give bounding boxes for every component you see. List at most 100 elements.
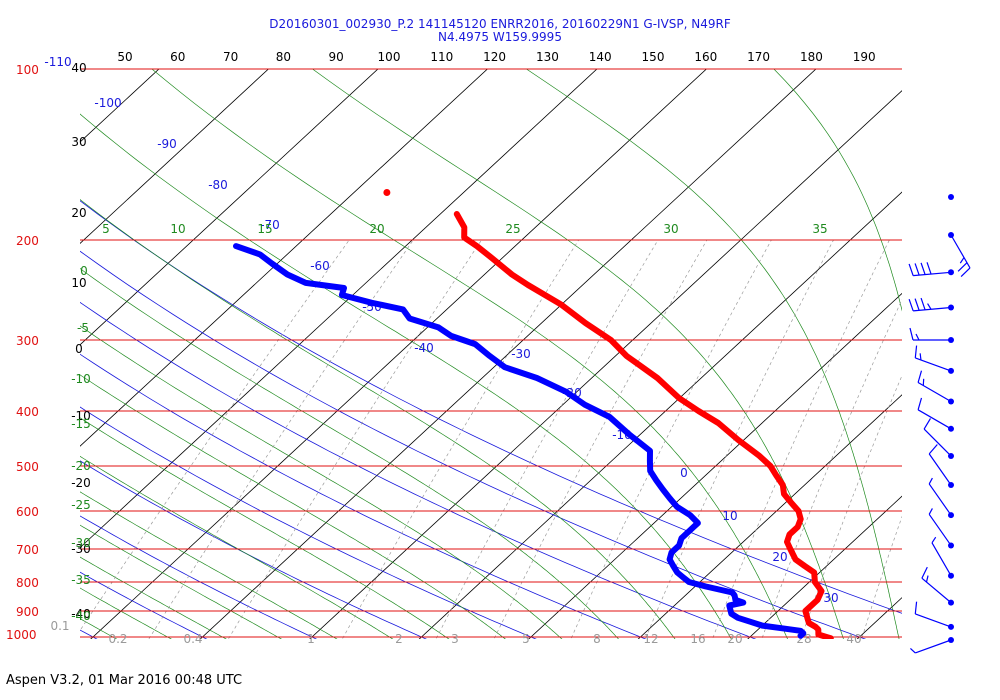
top-scale-label: 120 bbox=[483, 50, 506, 64]
mixing-ratio-label: 12 bbox=[643, 632, 658, 646]
isotherm-line bbox=[80, 69, 489, 447]
moist-adiabat-label: 15 bbox=[257, 222, 272, 236]
isotherm-line bbox=[418, 191, 902, 639]
moist-adiabat-line bbox=[80, 587, 172, 639]
dry-adiabat-line bbox=[0, 69, 5, 649]
isotherm-line bbox=[80, 69, 270, 245]
pressure-tick-label: 600 bbox=[16, 505, 39, 519]
moist-adiabat-line bbox=[80, 491, 338, 639]
dry-adiabat-line bbox=[80, 571, 208, 639]
dry-adiabat-label: -80 bbox=[208, 178, 228, 192]
mixing-ratio-label: 20 bbox=[727, 632, 742, 646]
wind-barb-feather bbox=[960, 267, 971, 277]
dry-adiabat-label: -60 bbox=[310, 259, 330, 273]
mixing-ratio-line bbox=[800, 374, 902, 639]
moist-adiabat-line bbox=[80, 325, 563, 639]
moist-adiabat-line bbox=[151, 69, 788, 639]
wind-barb-feather bbox=[926, 262, 932, 275]
isotherm-line bbox=[90, 69, 708, 639]
wind-barb-feather bbox=[928, 508, 933, 515]
wind-barb-shaft bbox=[913, 271, 952, 277]
wind-barb-feather bbox=[921, 566, 928, 579]
mixing-ratio-label: 0.2 bbox=[108, 632, 127, 646]
top-scale-label: 50 bbox=[117, 50, 132, 64]
moist-adiabat-line bbox=[80, 374, 506, 639]
moist-adiabat-label: -40 bbox=[71, 609, 91, 623]
wind-barb-shaft bbox=[915, 357, 952, 372]
wind-barb-feather bbox=[909, 327, 914, 341]
wind-barb-shaft bbox=[928, 513, 952, 546]
top-scale-label: 110 bbox=[430, 50, 453, 64]
isotherm-line bbox=[528, 292, 902, 639]
chart-title: D20160301_002930_P.2 141145120 ENRR2016,… bbox=[269, 17, 731, 31]
wind-barb bbox=[909, 327, 951, 341]
mixing-ratio-label: 2 bbox=[395, 632, 403, 646]
isotherm-line bbox=[80, 69, 379, 346]
wind-barb-feather bbox=[910, 647, 916, 654]
wind-barb bbox=[923, 418, 952, 457]
wind-barbs bbox=[908, 193, 971, 654]
dry-adiabat-label: -100 bbox=[94, 96, 121, 110]
wind-barb-feather bbox=[920, 297, 926, 310]
isobar-lines bbox=[80, 68, 902, 638]
wind-barb-shaft bbox=[931, 542, 952, 577]
dry-adiabat-label: 20 bbox=[772, 550, 787, 564]
dry-adiabat-label: 10 bbox=[722, 509, 737, 523]
isotherm-label: -20 bbox=[71, 476, 91, 490]
dry-adiabat-line bbox=[80, 250, 867, 639]
moist-adiabat-line bbox=[80, 268, 619, 639]
footer-text: Aspen V3.2, 01 Mar 2016 00:48 UTC bbox=[6, 673, 243, 688]
mixing-ratio-line bbox=[227, 239, 482, 639]
wind-barb-shaft bbox=[950, 234, 971, 269]
wind-barb bbox=[950, 234, 971, 277]
mixing-ratio-line bbox=[761, 298, 902, 639]
wind-barb bbox=[928, 477, 952, 516]
wind-barb-shaft bbox=[915, 639, 952, 654]
wind-barb-shaft bbox=[915, 613, 952, 628]
mixing-ratio-label: 40 bbox=[846, 632, 861, 646]
wind-barb-shaft bbox=[921, 577, 952, 604]
pressure-tick-label: 800 bbox=[16, 576, 39, 590]
moist-adiabat-line bbox=[80, 199, 676, 639]
background-lines bbox=[0, 69, 1000, 649]
wind-barb-feather bbox=[908, 298, 914, 312]
isotherm-label: 30 bbox=[71, 135, 86, 149]
moist-adiabat-label: -10 bbox=[71, 372, 91, 386]
moist-adiabat-line bbox=[0, 269, 80, 649]
isotherm-label: -10 bbox=[71, 409, 91, 423]
pressure-tick-label: 100 bbox=[16, 63, 39, 77]
moist-adiabat-label: -30 bbox=[71, 536, 91, 550]
mixing-ratio-line bbox=[925, 240, 1000, 649]
wind-barb bbox=[921, 566, 952, 604]
sounding-series bbox=[233, 189, 834, 639]
moist-adiabat-line bbox=[525, 69, 900, 639]
mixing-ratio-label: 1 bbox=[307, 632, 315, 646]
top-scale-label: 140 bbox=[589, 50, 612, 64]
pressure-tick-label: 1000 bbox=[6, 628, 37, 642]
isotherm-line bbox=[199, 69, 817, 639]
wind-barb bbox=[928, 508, 952, 546]
isotherm-line bbox=[747, 495, 902, 639]
isotherm-label: 10 bbox=[71, 276, 86, 290]
wind-barb bbox=[917, 370, 952, 403]
chart-title-block: D20160301_002930_P.2 141145120 ENRR2016,… bbox=[0, 18, 1000, 44]
mixing-ratio-label: 3 bbox=[451, 632, 459, 646]
dry-adiabat-line bbox=[80, 353, 647, 639]
wind-barb-feather bbox=[923, 418, 932, 430]
moist-adiabat-label: 0 bbox=[80, 264, 88, 278]
moist-adiabat-line bbox=[80, 113, 732, 639]
moist-adiabat-line bbox=[80, 524, 282, 639]
dry-adiabat-line bbox=[80, 460, 427, 639]
dry-adiabat-label: -30 bbox=[511, 347, 531, 361]
moist-adiabat-label: 30 bbox=[663, 222, 678, 236]
wind-barb-feather bbox=[919, 353, 922, 361]
wind-barb-feather bbox=[917, 397, 923, 410]
mixing-ratio-line bbox=[570, 239, 772, 639]
pressure-tick-label: 400 bbox=[16, 405, 39, 419]
wind-barb bbox=[914, 345, 952, 372]
wind-barb-feather bbox=[920, 262, 926, 275]
mixing-ratio-line bbox=[712, 239, 890, 639]
mixing-ratio-line bbox=[861, 515, 902, 639]
chart-subtitle: N4.4975 W159.9995 bbox=[438, 30, 562, 44]
